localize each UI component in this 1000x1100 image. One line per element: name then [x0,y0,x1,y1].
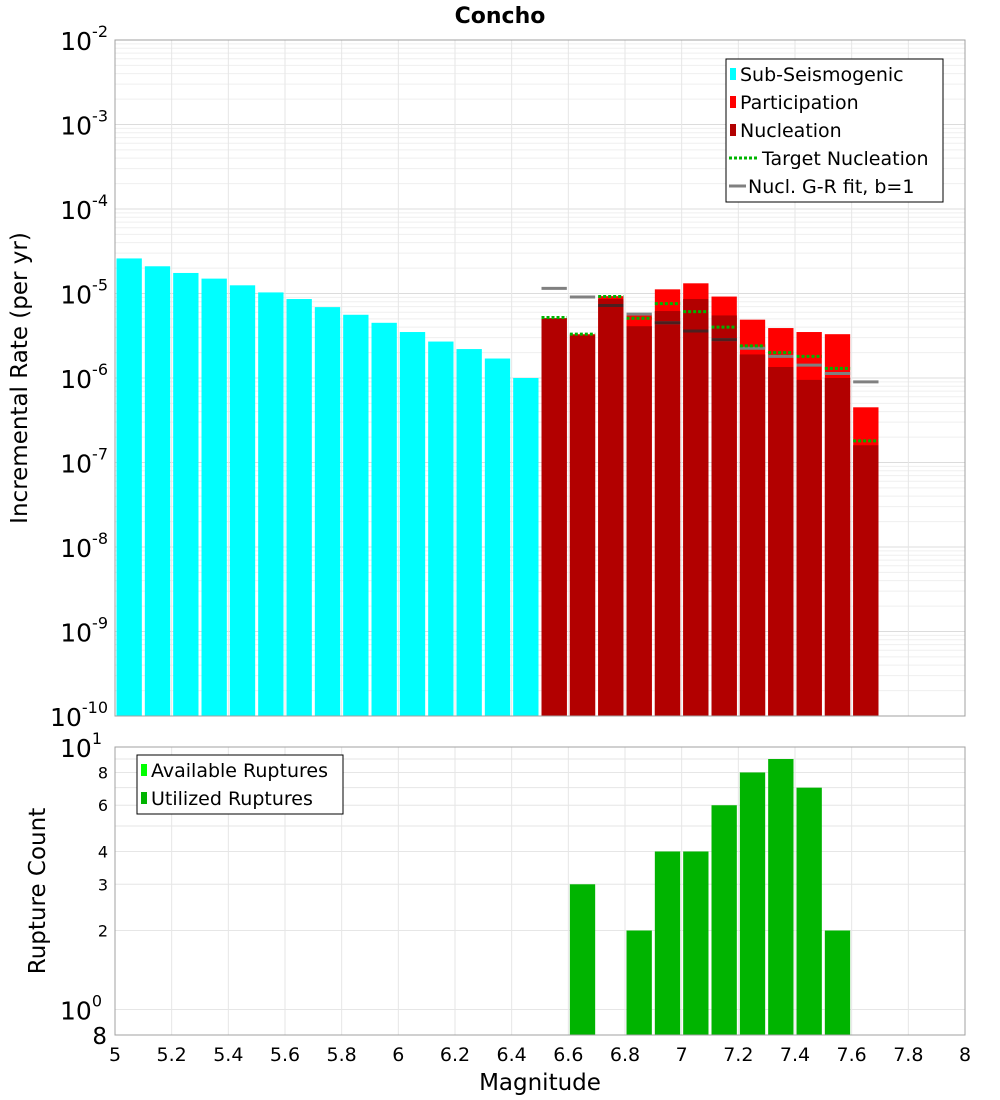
top-y-tick-label: 10-5 [60,276,108,310]
utilized-ruptures-bar [569,884,596,1035]
x-tick-label: 5.8 [327,1044,357,1066]
sub-seismogenic-bar [286,299,312,716]
nucleation-bar [711,315,737,716]
nucleation-bar [569,335,596,716]
x-tick-label: 7.4 [780,1044,810,1066]
sub-seismogenic-bar [456,349,482,716]
x-tick-label: 5.6 [270,1044,300,1066]
legend-swatch [730,96,736,108]
sub-seismogenic-bar [371,322,397,716]
top-y-tick-label: 10-9 [60,614,108,648]
x-tick-label: 7.2 [723,1044,753,1066]
legend-label: Nucleation [740,120,842,142]
x-tick-label: 6.6 [553,1044,583,1066]
bottom-legend: Available Ruptures Utilized Ruptures [136,754,344,815]
top-y-tick-label: 10-4 [60,191,108,225]
utilized-ruptures-bar [683,851,709,1035]
utilized-ruptures-bar [796,787,822,1035]
legend-label: Participation [740,92,859,114]
x-tick-label: 8 [959,1044,971,1066]
x-tick-label: 7.8 [893,1044,923,1066]
legend-label: Target Nucleation [761,148,929,170]
nucleation-bar [626,326,652,716]
sub-seismogenic-bar [229,285,256,716]
legend-swatch [141,792,147,804]
x-tick-label: 6.4 [497,1044,527,1066]
top-y-axis-label: Incremental Rate (per yr) [7,232,33,524]
bottom-y-tick-label: 6 [98,796,108,815]
sub-seismogenic-bar [513,378,539,716]
legend-label: Nucl. G-R fit, b=1 [748,176,914,198]
bottom-y-tick-label: 8 [98,763,108,782]
top-y-tick-label: 10-10 [50,698,108,732]
top-y-tick-label: 10-6 [60,360,108,394]
legend-label: Utilized Ruptures [151,788,313,810]
utilized-ruptures-bar [739,772,766,1035]
bottom-y-major-label: 101 [60,729,102,763]
sub-seismogenic-bar [399,332,426,716]
bottom-y-tick-label: 2 [98,922,108,941]
nucleation-bar [654,311,681,716]
utilized-ruptures-bar [626,930,652,1035]
top-legend: Sub-Seismogenic Participation Nucleation Ta… [725,58,944,203]
x-tick-label: 6.2 [440,1044,470,1066]
legend-swatch [730,124,736,136]
sub-seismogenic-bar [343,314,369,716]
top-y-tick-label: 10-8 [60,529,108,563]
top-y-tick-label: 10-7 [60,445,108,479]
x-tick-label: 6.8 [610,1044,640,1066]
bottom-y-tick-label: 3 [98,875,108,894]
nucleation-bar [541,318,567,716]
nucleation-bar [739,354,766,716]
sub-seismogenic-bar [428,341,454,716]
legend-swatch [730,68,736,80]
legend-label: Sub-Seismogenic [740,64,904,86]
utilized-ruptures-bar [824,930,851,1035]
bottom-y-tick-label: 4 [98,842,108,861]
x-tick-label: 6 [392,1044,404,1066]
utilized-ruptures-bar [711,805,737,1035]
sub-seismogenic-bar [173,272,199,716]
x-axis-label: Magnitude [479,1070,601,1096]
chart-title: Concho [455,4,546,29]
x-tick-label: 5 [109,1044,121,1066]
top-plot-area: 10-10 10-9 10-8 10-7 10-6 10-5 10-4 10-3 10-2 Sub… [50,22,966,732]
sub-seismogenic-bar [484,358,511,716]
legend-swatch [141,764,147,776]
sub-seismogenic-bar [116,258,142,716]
bottom-y-major-label: 100 [60,992,102,1026]
nucleation-bar [768,366,794,716]
nucleation-bar [796,379,822,716]
x-tick-label: 5.4 [213,1044,243,1066]
nucleation-bar [853,445,879,716]
legend-label: Available Ruptures [151,760,328,782]
top-y-tick-label: 10-3 [60,107,108,141]
nucleation-bar [683,299,709,716]
bottom-y-tick-label: 8 [92,1024,107,1050]
x-tick-label: 5.2 [157,1044,187,1066]
bottom-legend-box [136,754,344,815]
top-y-tick-label: 10-2 [60,22,108,56]
utilized-ruptures-bar [654,851,681,1035]
sub-seismogenic-bar [144,266,171,716]
x-tick-label: 7.6 [837,1044,867,1066]
top-legend-box [725,58,944,203]
nucleation-bar [824,378,851,716]
x-tick-label: 7 [676,1044,688,1066]
top-plot-frame [114,39,966,717]
nucleation-bar [598,299,624,716]
bottom-y-axis-label: Rupture Count [25,808,51,974]
sub-seismogenic-bar [258,292,284,716]
sub-seismogenic-bar [314,307,341,716]
bottom-plot-frame [114,746,966,1036]
sub-seismogenic-bar [201,278,227,716]
utilized-ruptures-bar [768,759,794,1035]
